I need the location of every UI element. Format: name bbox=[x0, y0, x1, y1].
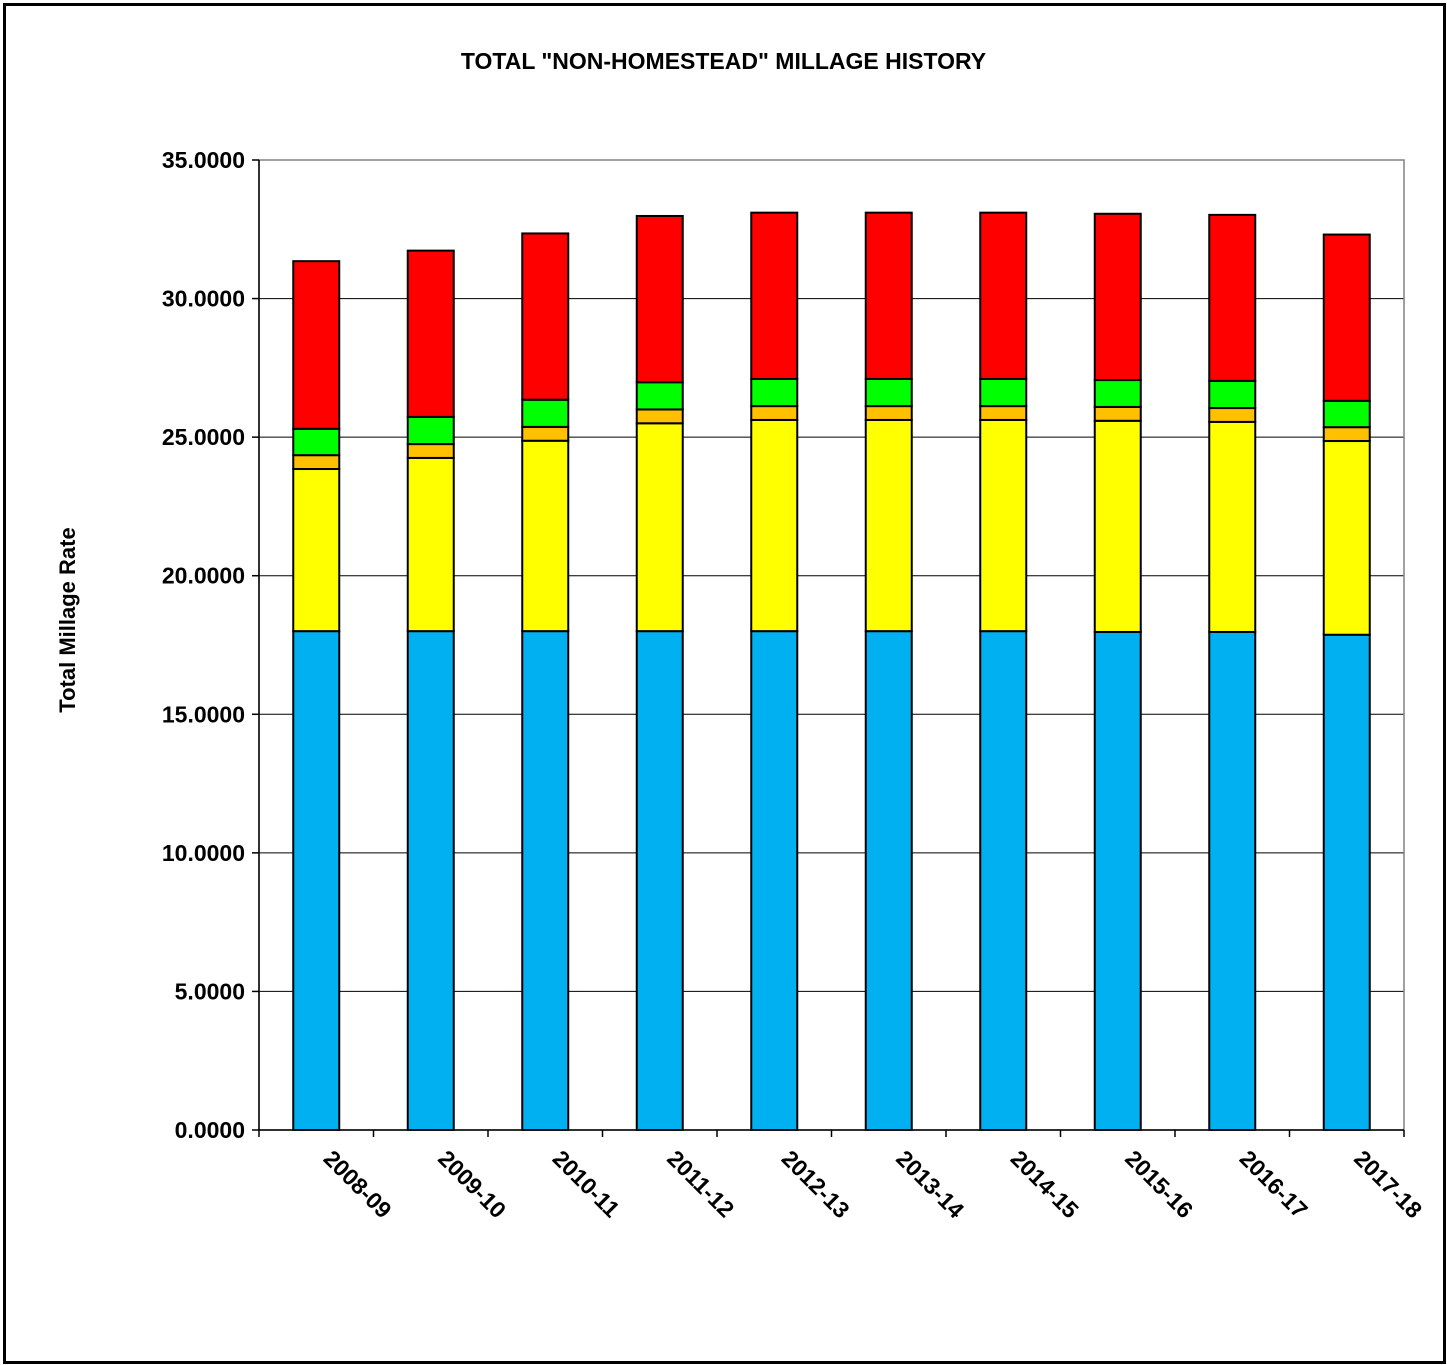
bar-segment bbox=[635, 214, 684, 384]
bar-segment bbox=[521, 425, 570, 442]
bar-segment bbox=[1093, 419, 1142, 633]
bar-segment bbox=[292, 630, 341, 1132]
bar-segment bbox=[1322, 233, 1371, 402]
x-tick-label: 2008-09 bbox=[319, 1145, 397, 1223]
bar-segment bbox=[750, 405, 799, 421]
chart-title: TOTAL "NON-HOMESTEAD" MILLAGE HISTORY bbox=[460, 48, 987, 74]
bar-segment bbox=[406, 249, 455, 418]
bar-stacks bbox=[292, 211, 1371, 1132]
bar-segment bbox=[1322, 426, 1371, 443]
bar-segment bbox=[292, 468, 341, 633]
x-tick-label: 2014-15 bbox=[1006, 1145, 1084, 1223]
bar-segment bbox=[750, 211, 799, 380]
x-tick-label: 2016-17 bbox=[1235, 1145, 1313, 1223]
y-tick-label: 30.0000 bbox=[162, 286, 245, 312]
bar-segment bbox=[864, 418, 913, 633]
bar-segment bbox=[864, 630, 913, 1132]
bar-segment bbox=[1322, 399, 1371, 429]
bar-segment bbox=[1093, 630, 1142, 1132]
bar-segment bbox=[406, 415, 455, 446]
bar-segment bbox=[521, 398, 570, 428]
bar-segment bbox=[864, 211, 913, 380]
x-tick-label: 2009-10 bbox=[433, 1145, 511, 1223]
y-tick-label: 10.0000 bbox=[162, 840, 245, 866]
bar-segment bbox=[406, 456, 455, 633]
x-tick-label: 2013-14 bbox=[891, 1145, 969, 1223]
bar-segment bbox=[979, 630, 1028, 1132]
bar-segment bbox=[292, 260, 341, 430]
bar-segment bbox=[1208, 213, 1257, 382]
bar-segment bbox=[635, 630, 684, 1132]
bar-segment bbox=[406, 443, 455, 459]
axes bbox=[252, 159, 1405, 1137]
bar-segment bbox=[864, 405, 913, 421]
bar-segment bbox=[1093, 379, 1142, 408]
bar-segment bbox=[979, 405, 1028, 421]
bar-segment bbox=[521, 439, 570, 633]
y-tick-labels: 0.0000 5.0000 10.0000 15.0000 20.0000 25.0000… bbox=[162, 147, 245, 1143]
bar-segment bbox=[979, 377, 1028, 408]
bar-segment bbox=[1208, 407, 1257, 423]
x-tick-label: 2010-11 bbox=[548, 1145, 625, 1222]
bar-segment bbox=[521, 232, 570, 401]
bar-segment bbox=[979, 211, 1028, 380]
bar-segment bbox=[750, 377, 799, 408]
y-tick-label: 15.0000 bbox=[162, 701, 245, 727]
y-tick-label: 35.0000 bbox=[162, 147, 245, 173]
bar-segment bbox=[750, 630, 799, 1132]
bar-segment bbox=[292, 454, 341, 471]
bar-segment bbox=[635, 408, 684, 425]
x-tick-labels: 2008-09 2009-10 2010-11 2011-12 2012-13 2013-… bbox=[319, 1145, 1428, 1223]
x-tick-label: 2011-12 bbox=[662, 1145, 739, 1222]
bar-segment bbox=[635, 422, 684, 633]
bar-segment bbox=[1093, 212, 1142, 382]
bar-segment bbox=[750, 418, 799, 633]
y-tick-label: 25.0000 bbox=[162, 424, 245, 450]
x-tick-label: 2012-13 bbox=[777, 1145, 855, 1223]
y-tick-label: 0.0000 bbox=[175, 1117, 245, 1143]
x-tick-label: 2015-16 bbox=[1120, 1145, 1198, 1223]
bar-segment bbox=[292, 427, 341, 457]
bar-segment bbox=[1322, 633, 1371, 1131]
bar-segment bbox=[979, 418, 1028, 633]
y-tick-label: 20.0000 bbox=[162, 563, 245, 589]
bar-segment bbox=[635, 381, 684, 411]
bar-segment bbox=[406, 630, 455, 1132]
bar-segment bbox=[864, 377, 913, 408]
chart-frame bbox=[3, 3, 1446, 1364]
y-tick-label: 5.0000 bbox=[175, 978, 245, 1004]
x-tick-label: 2017-18 bbox=[1349, 1145, 1427, 1223]
bar-segment bbox=[1208, 379, 1257, 410]
bar-segment bbox=[1208, 420, 1257, 633]
bar-segment bbox=[521, 630, 570, 1132]
bar-segment bbox=[1093, 405, 1142, 422]
bar-segment bbox=[1208, 630, 1257, 1132]
bar-segment bbox=[1322, 440, 1371, 636]
